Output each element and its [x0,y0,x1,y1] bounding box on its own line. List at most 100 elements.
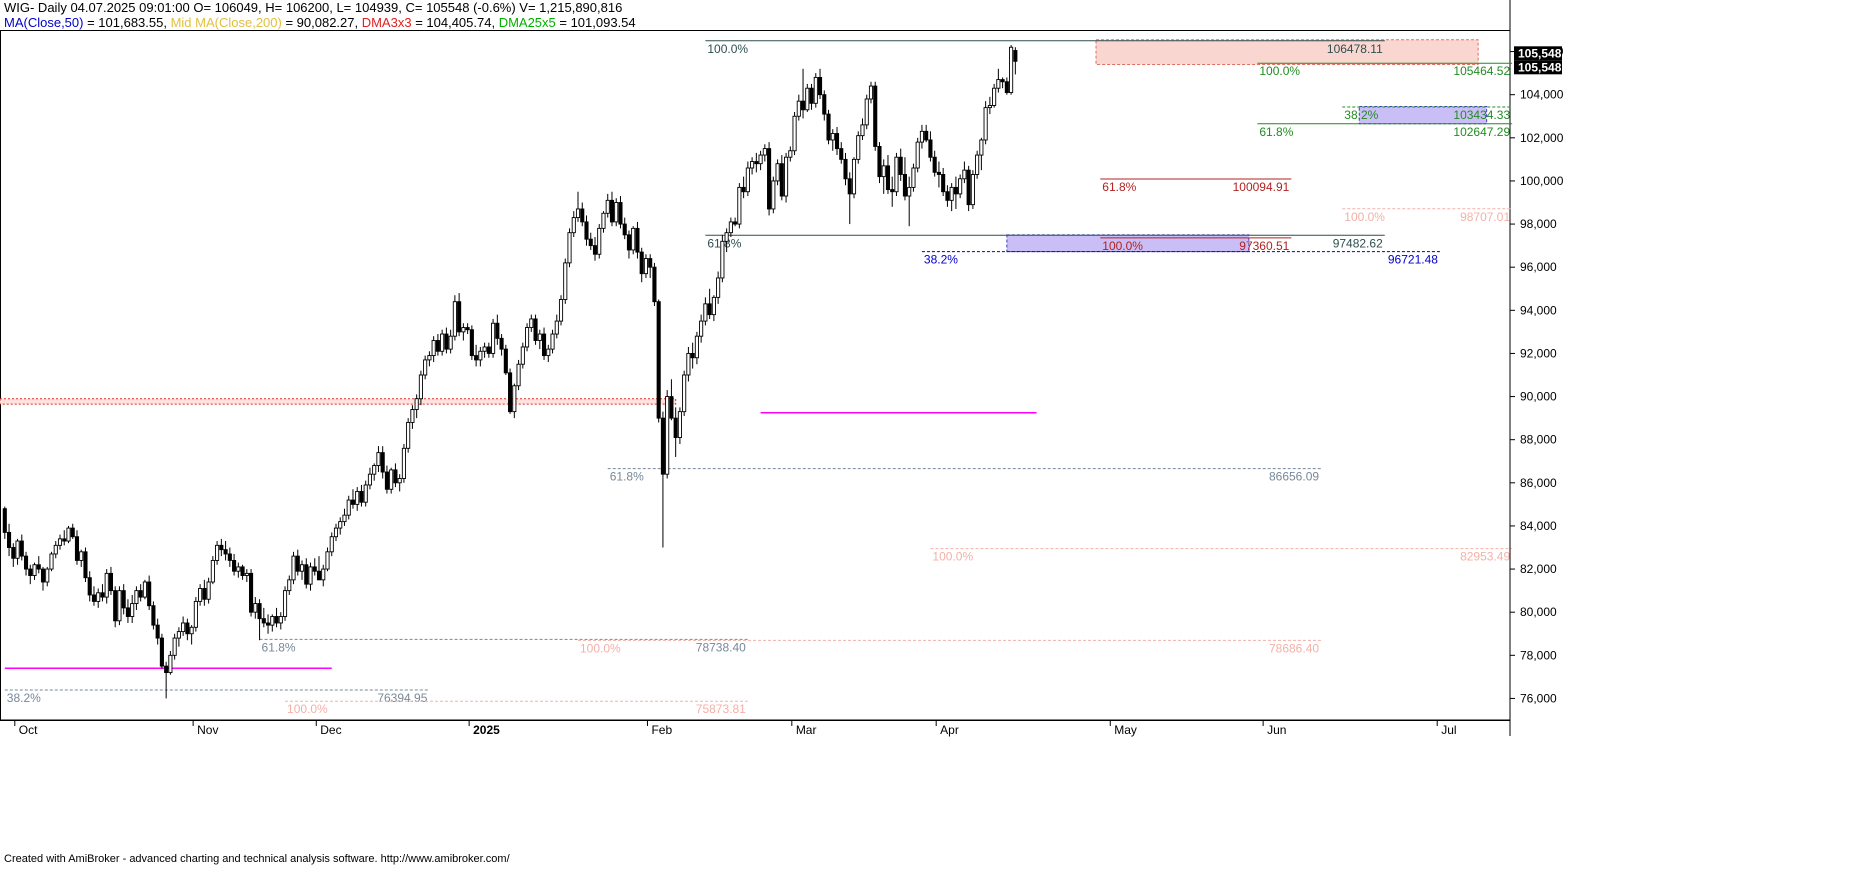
y-tick-label: 84,000 [1520,519,1557,533]
candle-body-down [580,208,585,223]
candle-body-up [737,186,742,225]
candle-body-up [287,579,292,592]
candle-body-down [435,340,440,352]
level-right-label-fib6-618: 86656.09 [1269,470,1319,484]
candle-body-up [346,499,351,516]
candle-body-up [1009,46,1014,93]
candle-body-down [707,303,712,316]
candle-body-up [958,178,963,195]
candle-body-down [465,327,470,331]
level-left-label-fib1-100: 100.0% [707,42,748,56]
candle-body-up [478,350,483,361]
candle-body-up [215,544,220,561]
y-tick-label: 104,000 [1520,88,1564,102]
candle-body-up [699,320,704,337]
candle-body-up [529,318,534,329]
candle-body-up [788,150,793,158]
candle-body-down [609,199,615,223]
candle-body-up [537,333,542,341]
y-tick-label: 94,000 [1520,303,1557,317]
candle-body-up [431,340,436,357]
candle-body-up [278,616,283,624]
candle-body-down [249,572,254,613]
dma25-value: = 101,093.54 [555,15,636,30]
x-tick-label: 2025 [473,723,500,737]
candle-body-down [690,352,695,359]
candle-body-up [979,139,984,156]
candle-body-up [363,484,368,503]
x-tick-label: Nov [197,723,218,737]
candle-body-down [444,333,449,350]
candle-body-up [575,208,581,219]
y-tick-label: 102,000 [1520,131,1564,145]
candle-body-up [796,100,801,117]
level-right-label-fib2-382: 103434.33 [1453,108,1510,122]
zone-red-zone [1095,39,1479,65]
candle-body-up [210,559,215,583]
chart-header-line1: WIG- Daily 04.07.2025 09:01:00 O= 106049… [4,0,622,15]
candle-body-down [113,590,118,622]
candle-body-up [830,133,835,141]
candle-body-down [902,174,908,197]
candle-body-down [316,570,322,581]
candle-body-up [520,346,525,365]
candle-body-up [329,536,334,553]
candle-body-up [418,374,423,400]
candle-body-down [499,337,504,350]
candle-body-up [325,551,330,570]
level-left-label-fib1-618: 61.8% [707,236,741,250]
candle-body-down [822,94,827,115]
candle-body-down [28,568,33,576]
candle-body-down [885,165,891,191]
candle-body-up [745,167,750,193]
dma3-label: DMA3x3 [361,15,412,30]
candle-body-up [516,363,521,387]
candle-body-up [614,202,619,223]
candle-body-up [57,538,63,546]
candle-body-up [53,544,58,555]
candle-body-up [104,572,109,598]
candle-body-down [936,171,941,175]
candle-body-up [168,654,173,674]
last-price-box-0 [1514,46,1562,61]
candle-body-down [669,396,674,419]
candle-body-up [236,566,241,572]
candle-body-up [130,603,135,617]
level-right-label-fib11-100: 75873.81 [696,702,746,716]
candle-body-down [295,555,300,572]
level-left-label-fib11-100: 100.0% [287,702,328,716]
candle-body-up [321,568,326,581]
candle-body-up [567,232,572,264]
candle-body-up [558,299,564,322]
candle-body-up [291,555,296,581]
candle-body-up [181,622,186,633]
candle-body-down [945,191,950,201]
candle-body-down [622,223,627,236]
candle-body-down [660,417,665,475]
candle-body-down [877,145,882,178]
candle-body-down [350,499,356,505]
level-right-label-fib2-618: 102647.29 [1453,125,1510,139]
candle-body-up [915,141,920,169]
level-left-label-fib7-100: 100.0% [932,550,973,564]
level-right-label-fib3-618: 100094.91 [1233,180,1290,194]
candle-body-down [359,490,364,503]
candle-body-down [138,590,143,598]
candle-body-down [83,551,88,579]
candle-body-down [87,577,92,596]
candle-body-up [397,478,402,484]
candle-body-down [240,566,245,576]
candle-body-up [376,452,381,467]
y-tick-label: 88,000 [1520,433,1557,447]
ma50-label: MA(Close,50) [4,15,84,30]
level-left-label-fib6-618: 61.8% [610,470,644,484]
candle-body-down [23,555,29,570]
level-right-label-fib8-618: 78738.40 [696,640,746,654]
candle-body-up [270,616,275,626]
y-tick-label: 78,000 [1520,648,1557,662]
candle-body-up [605,199,610,214]
candle-body-up [410,409,415,423]
candle-body-down [121,590,126,609]
